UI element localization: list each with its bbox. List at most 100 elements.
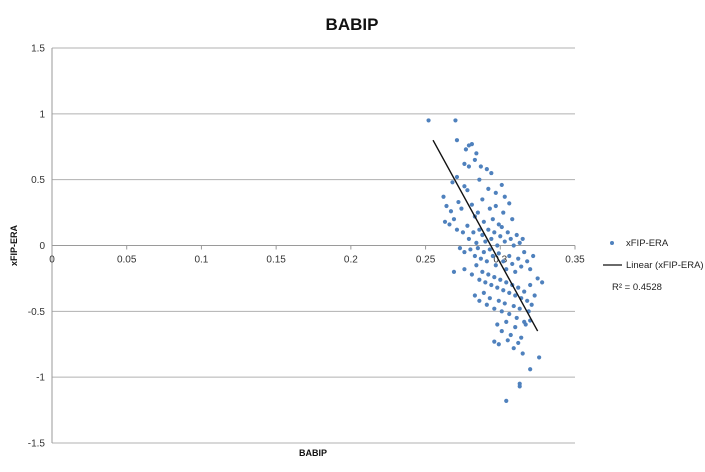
chart-title: BABIP bbox=[326, 15, 379, 34]
x-tick-label: 0.2 bbox=[344, 255, 358, 266]
data-point bbox=[448, 209, 454, 214]
data-point bbox=[471, 230, 476, 235]
data-point bbox=[502, 239, 507, 244]
data-point bbox=[501, 288, 506, 293]
data-point bbox=[490, 253, 495, 259]
data-point bbox=[489, 170, 494, 176]
data-point bbox=[517, 306, 522, 311]
data-point bbox=[523, 322, 528, 327]
data-point bbox=[522, 289, 527, 294]
data-point bbox=[454, 227, 460, 232]
data-point bbox=[511, 303, 516, 309]
data-point bbox=[469, 202, 474, 207]
data-point bbox=[481, 249, 486, 255]
data-point bbox=[499, 224, 504, 230]
data-point bbox=[478, 256, 483, 261]
data-point bbox=[499, 328, 504, 334]
data-point bbox=[472, 157, 477, 163]
data-point bbox=[507, 311, 512, 317]
data-point bbox=[462, 184, 467, 189]
data-point bbox=[451, 217, 457, 222]
data-point bbox=[486, 227, 491, 232]
data-point bbox=[522, 249, 527, 255]
legend-marker-xfip-era bbox=[610, 241, 614, 245]
data-point bbox=[474, 151, 479, 156]
data-point bbox=[504, 398, 509, 403]
data-point bbox=[519, 264, 524, 269]
data-point bbox=[528, 367, 533, 372]
data-point bbox=[507, 290, 512, 295]
data-point bbox=[490, 217, 495, 222]
data-point bbox=[504, 267, 509, 272]
data-point bbox=[460, 230, 466, 235]
data-point bbox=[426, 118, 431, 123]
x-tick-label: 0.3 bbox=[493, 255, 507, 266]
data-point bbox=[495, 322, 500, 327]
data-point bbox=[487, 296, 492, 301]
data-point bbox=[492, 230, 497, 235]
data-point bbox=[462, 249, 467, 255]
data-point bbox=[442, 219, 448, 224]
data-point bbox=[492, 275, 497, 280]
x-tick-label: 0.25 bbox=[416, 255, 436, 266]
data-point bbox=[453, 118, 458, 123]
data-point bbox=[487, 247, 492, 252]
data-point bbox=[496, 298, 501, 303]
data-point bbox=[480, 269, 485, 274]
data-point bbox=[496, 342, 501, 347]
y-tick-label: 0 bbox=[39, 241, 45, 252]
data-point bbox=[513, 293, 518, 298]
data-point bbox=[477, 277, 482, 282]
data-point bbox=[504, 319, 509, 324]
r-squared-annotation: R² = 0.4528 bbox=[612, 282, 662, 293]
data-point bbox=[451, 269, 457, 274]
data-point bbox=[498, 234, 503, 239]
data-point bbox=[474, 240, 479, 245]
data-point bbox=[462, 161, 467, 166]
data-point bbox=[474, 263, 479, 268]
data-point bbox=[495, 243, 500, 248]
data-point bbox=[454, 138, 460, 143]
trendline bbox=[432, 139, 539, 332]
data-point bbox=[507, 201, 512, 206]
data-point bbox=[508, 332, 513, 338]
data-point bbox=[484, 259, 489, 264]
data-point bbox=[508, 236, 513, 242]
legend-label-xfip-era: xFIP-ERA bbox=[626, 238, 669, 249]
data-point bbox=[529, 302, 534, 307]
data-point bbox=[483, 280, 488, 285]
data-point bbox=[489, 282, 494, 288]
data-point bbox=[444, 203, 449, 209]
data-point bbox=[507, 253, 512, 259]
data-point bbox=[454, 174, 460, 180]
data-point bbox=[502, 301, 507, 306]
x-tick-label: 0.1 bbox=[194, 255, 208, 266]
data-point bbox=[511, 243, 516, 248]
data-point bbox=[477, 177, 482, 182]
data-point bbox=[511, 346, 516, 351]
data-point bbox=[441, 194, 446, 199]
data-point bbox=[468, 247, 473, 252]
data-point bbox=[487, 206, 492, 211]
y-tick-label: -1.5 bbox=[28, 439, 46, 450]
data-point bbox=[493, 263, 498, 268]
data-point bbox=[496, 251, 501, 256]
x-tick-label: 0.05 bbox=[117, 255, 137, 266]
data-point bbox=[510, 261, 515, 267]
data-point bbox=[493, 203, 498, 209]
data-point bbox=[450, 180, 455, 185]
trendline-layer bbox=[432, 139, 539, 332]
data-point bbox=[499, 182, 504, 188]
data-point bbox=[486, 272, 491, 277]
data-point bbox=[465, 188, 470, 193]
data-point bbox=[514, 315, 519, 321]
x-tick-label: 0.15 bbox=[266, 255, 286, 266]
data-points bbox=[426, 118, 545, 403]
legend: xFIP-ERA Linear (xFIP-ERA) R² = 0.4528 bbox=[603, 238, 704, 293]
data-point bbox=[540, 280, 545, 285]
data-point bbox=[516, 340, 521, 346]
data-point bbox=[475, 210, 480, 215]
data-point bbox=[532, 293, 537, 298]
data-point bbox=[505, 230, 510, 235]
